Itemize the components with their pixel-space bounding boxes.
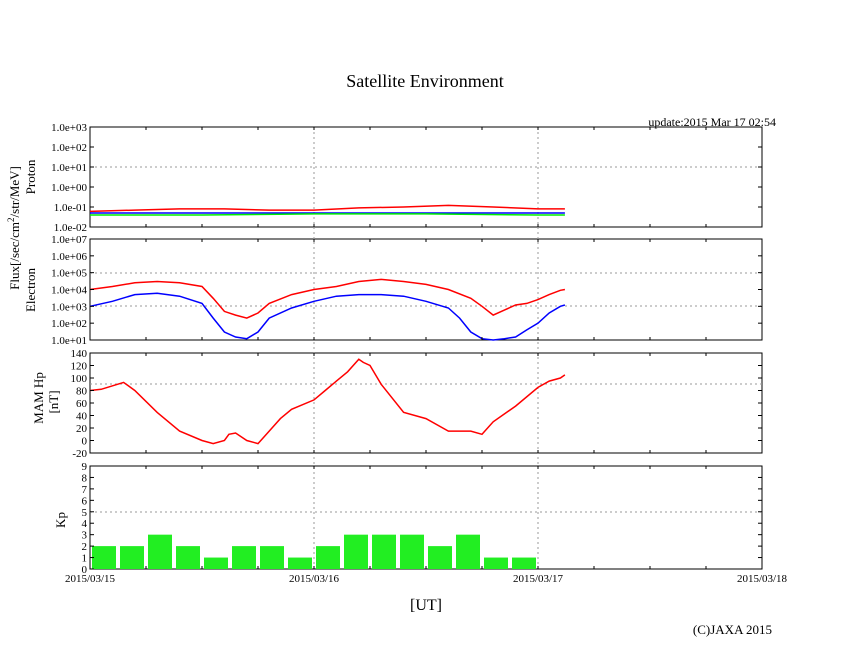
mam-hp-series bbox=[89, 358, 566, 445]
flux-label-head: Flux[/sec/cm bbox=[7, 222, 22, 290]
mam-hp-ytick-label: 0 bbox=[82, 436, 88, 448]
kp-ytick-label: 5 bbox=[82, 507, 88, 519]
electron-ytick-label: 1.0e+06 bbox=[51, 251, 87, 263]
mam-hp-ytick-label: 40 bbox=[76, 411, 88, 423]
x-tick-label: 2015/03/16 bbox=[289, 573, 340, 585]
kp-bar bbox=[456, 534, 480, 569]
kp-bar bbox=[288, 557, 312, 569]
proton-ytick-label: 1.0e+02 bbox=[51, 142, 87, 154]
kp-bar bbox=[260, 546, 284, 569]
kp-ytick-label: 0 bbox=[82, 564, 88, 576]
kp-bar bbox=[400, 534, 424, 569]
mam-hp-ytick-label: 120 bbox=[71, 361, 88, 373]
electron-ytick-label: 1.0e+03 bbox=[51, 301, 87, 313]
proton-ylabel: Proton bbox=[23, 159, 38, 194]
proton-red-series bbox=[89, 204, 565, 213]
proton-green-series bbox=[90, 213, 565, 216]
mam-hp-ytick-label: 20 bbox=[76, 423, 88, 435]
kp-ytick-label: 2 bbox=[82, 541, 88, 553]
kp-ytick-label: 8 bbox=[82, 472, 88, 484]
proton-ytick-label: 1.0e+03 bbox=[51, 122, 87, 134]
mam-hp-ylabel: MAM Hp bbox=[31, 372, 46, 424]
electron-ytick-label: 1.0e+04 bbox=[51, 285, 87, 297]
proton-ytick-label: 1.0e+00 bbox=[51, 182, 87, 194]
update-timestamp: update:2015 Mar 17 02:54 bbox=[648, 115, 776, 129]
kp-bar bbox=[428, 546, 452, 569]
kp-bar bbox=[120, 546, 144, 569]
mam-hp-unit: [nT] bbox=[46, 390, 61, 413]
kp-bar bbox=[176, 546, 200, 569]
kp-ytick-label: 7 bbox=[82, 484, 88, 496]
kp-bar bbox=[232, 546, 256, 569]
kp-bar bbox=[484, 557, 508, 569]
figure-title: Satellite Environment bbox=[346, 71, 503, 91]
proton-ytick-label: 1.0e-01 bbox=[54, 202, 87, 214]
electron-ytick-label: 1.0e+01 bbox=[51, 335, 87, 347]
kp-bar bbox=[148, 534, 172, 569]
mam-hp-ytick-label: 140 bbox=[71, 348, 88, 360]
x-axis-label: [UT] bbox=[410, 597, 442, 614]
kp-bar bbox=[92, 546, 116, 569]
proton-ytick-label: 1.0e-02 bbox=[54, 222, 87, 234]
mam-hp-ytick-label: -20 bbox=[72, 448, 87, 460]
chart-marks bbox=[89, 204, 566, 569]
kp-ytick-label: 9 bbox=[82, 461, 88, 473]
electron-ytick-label: 1.0e+07 bbox=[51, 234, 87, 246]
kp-ylabel: Kp bbox=[53, 512, 68, 528]
kp-ytick-label: 4 bbox=[82, 518, 88, 530]
mam-hp-ytick-label: 80 bbox=[76, 386, 88, 398]
kp-bar bbox=[316, 546, 340, 569]
electron-low-series bbox=[89, 292, 566, 341]
flux-label-tail: /str/MeV] bbox=[7, 166, 22, 217]
copyright: (C)JAXA 2015 bbox=[693, 622, 772, 637]
electron-high-series bbox=[89, 278, 566, 319]
mam-hp-ytick-label: 60 bbox=[76, 398, 88, 410]
electron-ytick-label: 1.0e+05 bbox=[51, 268, 87, 280]
shared-flux-ylabel: Flux[/sec/cm2/str/MeV] bbox=[6, 166, 22, 290]
proton-ytick-label: 1.0e+01 bbox=[51, 162, 87, 174]
x-tick-label: 2015/03/18 bbox=[737, 573, 788, 585]
kp-bar bbox=[344, 534, 368, 569]
kp-ytick-label: 6 bbox=[82, 495, 88, 507]
kp-bar bbox=[372, 534, 396, 569]
axis-ticks: 1.0e-02 1.0e-01 1.0e+00 1.0e+01 1.0e+02 1.0e+… bbox=[51, 122, 762, 576]
x-tick-label: 2015/03/15 bbox=[65, 573, 116, 585]
kp-bar bbox=[204, 557, 228, 569]
x-tick-label: 2015/03/17 bbox=[513, 573, 564, 585]
kp-ytick-label: 1 bbox=[82, 553, 88, 565]
electron-ytick-label: 1.0e+02 bbox=[51, 318, 87, 330]
kp-bar bbox=[512, 557, 536, 569]
electron-ylabel: Electron bbox=[23, 267, 38, 312]
mam-hp-ytick-label: 100 bbox=[71, 373, 88, 385]
flux-label-sup: 2 bbox=[6, 217, 16, 222]
kp-ytick-label: 3 bbox=[82, 530, 88, 542]
